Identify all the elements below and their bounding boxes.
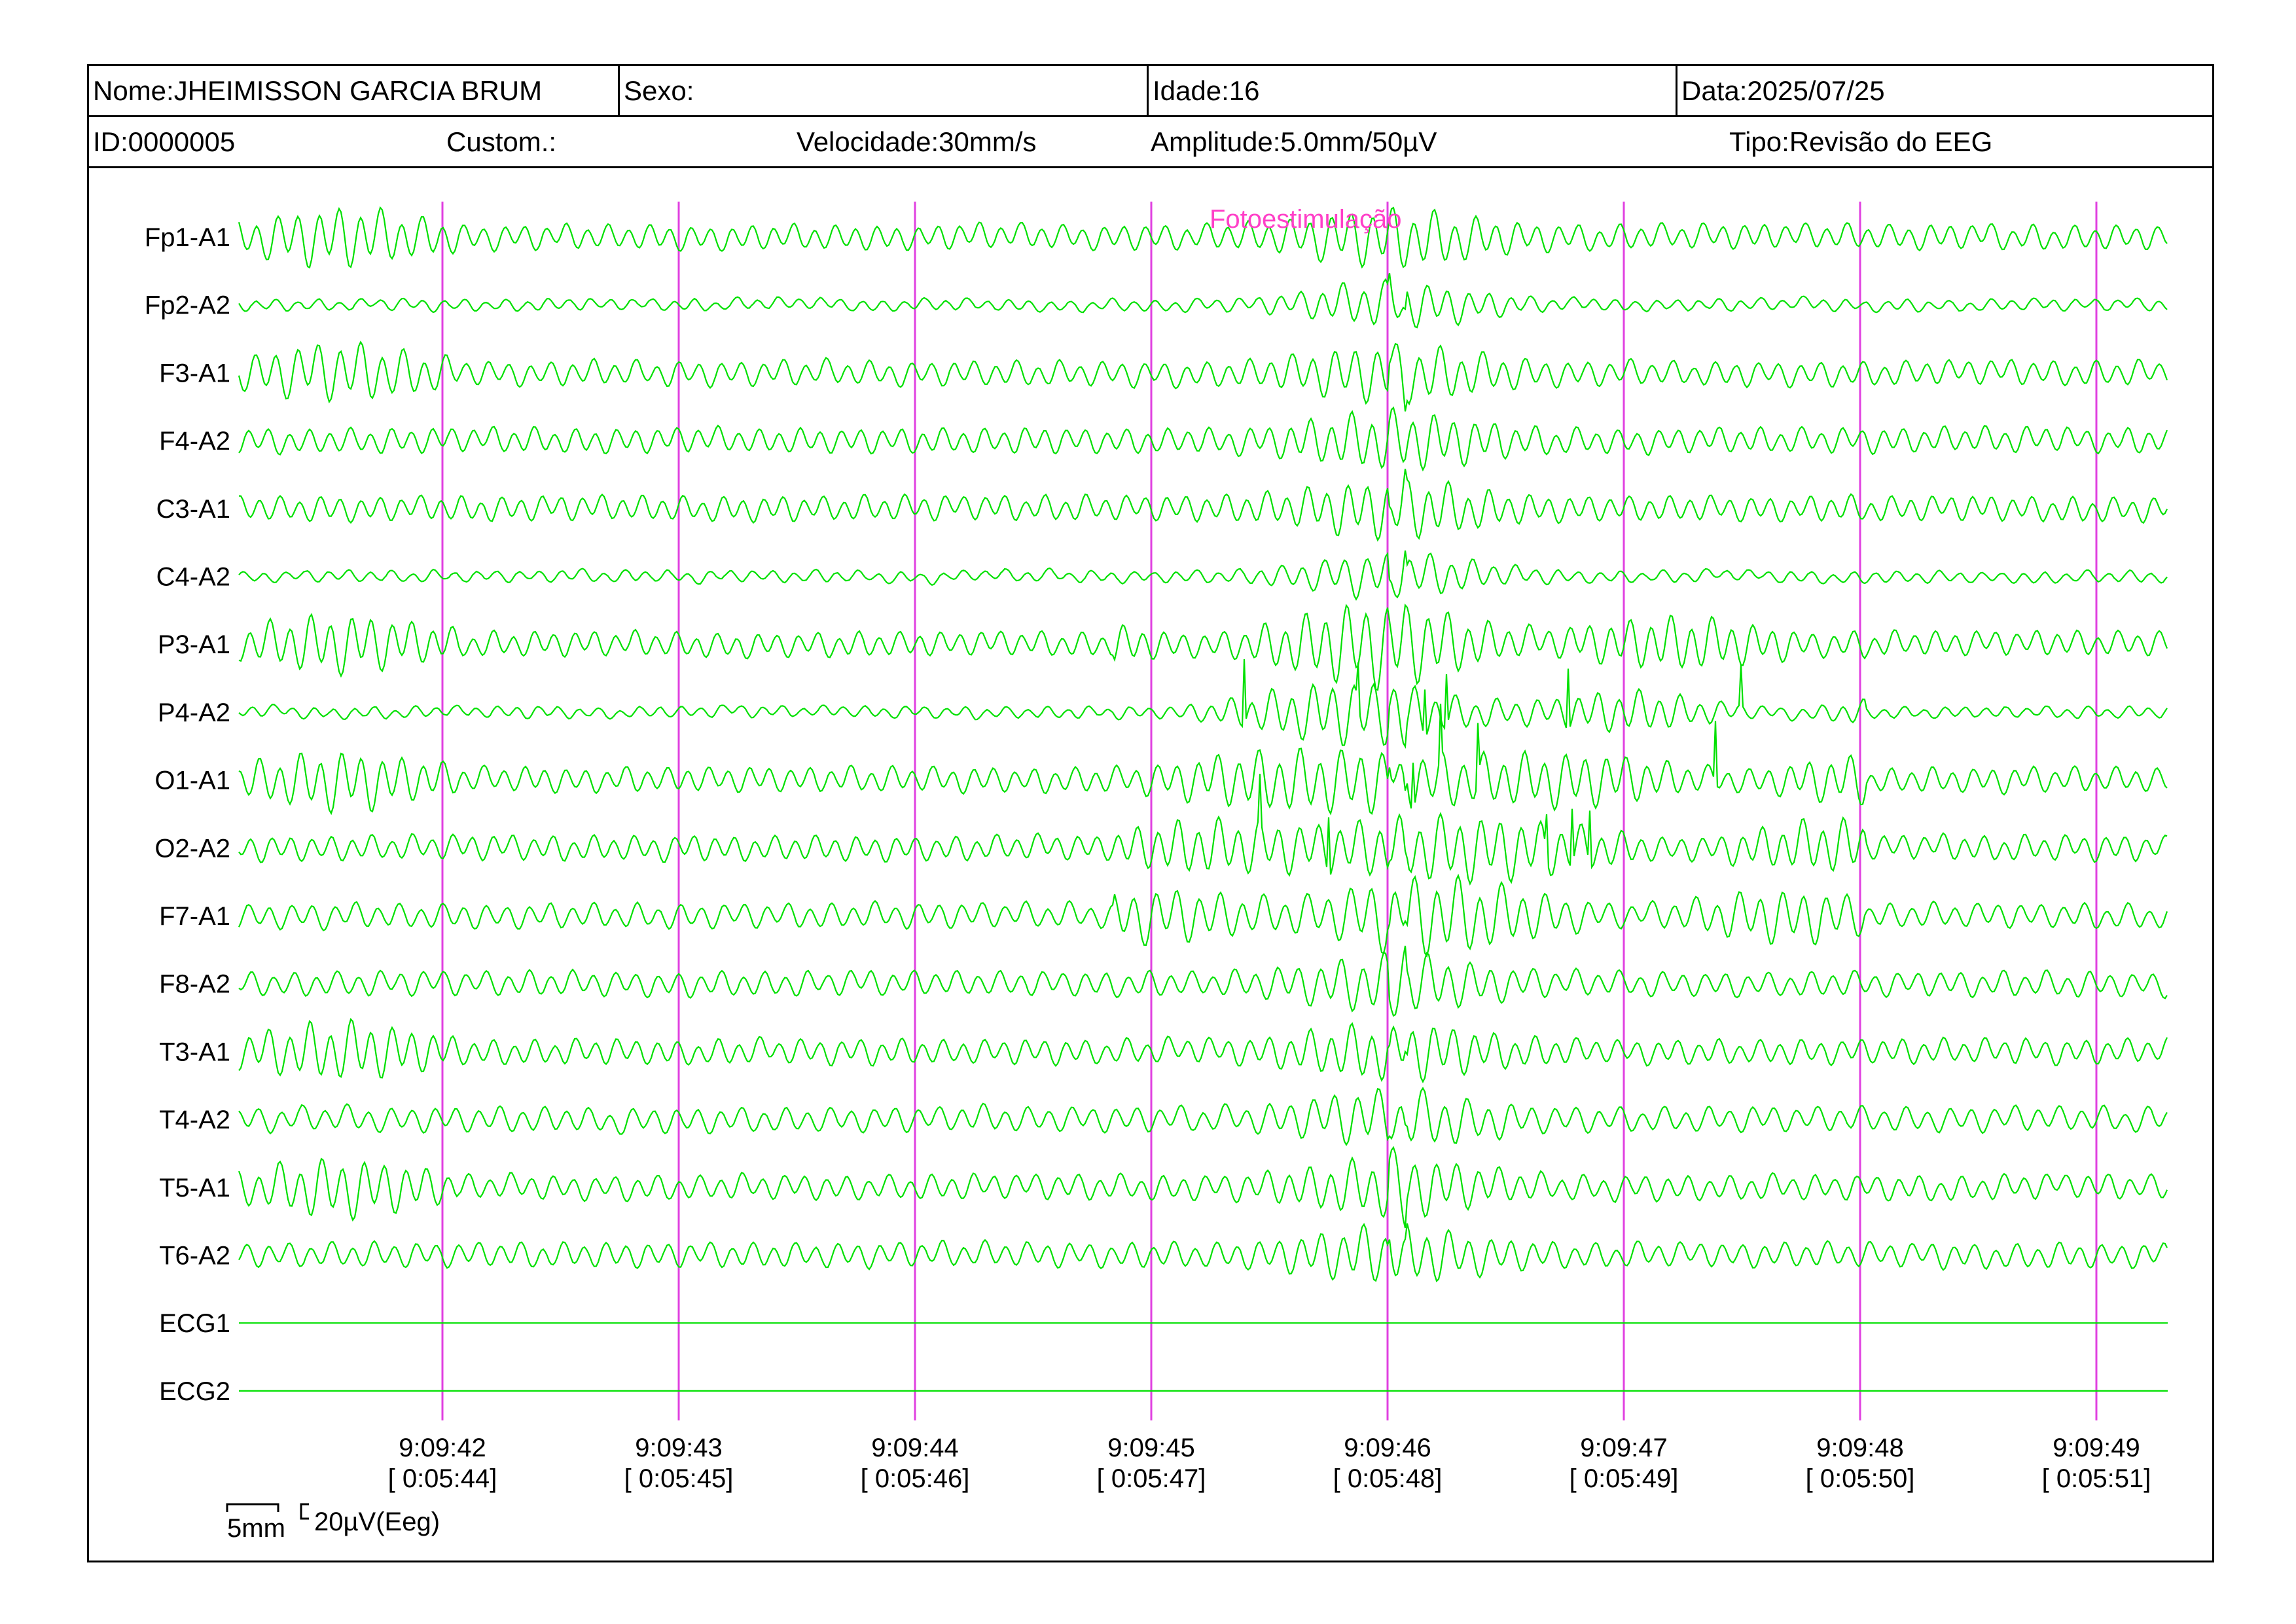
eeg-trace [238, 340, 2168, 412]
header-row-patient: Nome:JHEIMISSON GARCIA BRUM Sexo: Idade:… [89, 66, 2212, 117]
time-label-elapsed: [ 0:05:45] [624, 1464, 734, 1493]
channel-label: ECG1 [159, 1309, 230, 1338]
header-row-exam: ID:0000005 Custom.: Velocidade:30mm/s Am… [89, 117, 2212, 168]
time-label-clock: 9:09:42 [399, 1434, 486, 1462]
channel-label: C4-A2 [156, 563, 230, 592]
eeg-trace [238, 272, 2168, 329]
time-marker-lines [441, 202, 2098, 1420]
report-frame: Nome:JHEIMISSON GARCIA BRUM Sexo: Idade:… [87, 64, 2214, 1562]
eeg-trace [238, 550, 2168, 601]
amplitude-setting: Amplitude:5.0mm/50µV [1151, 126, 1437, 157]
eeg-trace [238, 945, 2168, 1017]
time-label-clock: 9:09:48 [1816, 1434, 1903, 1462]
eeg-trace [238, 774, 2168, 886]
eeg-trace [238, 1018, 2168, 1083]
speed-setting: Velocidade:30mm/s [797, 126, 1037, 157]
time-label-clock: 9:09:44 [871, 1434, 958, 1462]
eeg-trace [238, 659, 2168, 749]
time-label-clock: 9:09:47 [1580, 1434, 1667, 1462]
review-type: Tipo:Revisão do EEG [1729, 126, 1993, 157]
channel-label: ECG2 [159, 1377, 230, 1406]
time-label-elapsed: [ 0:05:47] [1097, 1464, 1206, 1493]
channel-label: T6-A2 [159, 1242, 230, 1271]
channel-label: P3-A1 [158, 630, 230, 659]
channel-label: T5-A1 [159, 1174, 230, 1202]
time-scale-bar-line [226, 1503, 279, 1512]
channel-label: Fp2-A2 [145, 291, 230, 320]
channel-label: C3-A1 [156, 495, 230, 524]
patient-name: Nome:JHEIMISSON GARCIA BRUM [93, 75, 543, 106]
patient-sex: Sexo: [618, 66, 1147, 115]
channel-label: O2-A2 [154, 834, 230, 863]
photostimulation-annotation: Fotoestimulação [1210, 205, 1401, 234]
eeg-trace [238, 704, 2168, 816]
custom-field: Custom.: [446, 126, 557, 157]
time-label-clock: 9:09:43 [635, 1434, 722, 1462]
scale-bar: 5mm 20µV(Eeg) [226, 1503, 440, 1543]
eeg-trace [238, 873, 2168, 958]
channel-labels: Fp1-A1 Fp2-A2 F3-A1 F4-A2 C3-A1 C4-A2 P3-A1 P4-… [145, 223, 230, 1406]
eeg-trace [238, 1223, 2168, 1282]
time-axis-labels: 9:09:42[ 0:05:44] 9:09:43[ 0:05:45] 9:09:4… [388, 1434, 2151, 1493]
amplitude-scale-bar-label: 20µV(Eeg) [314, 1507, 440, 1536]
channel-label: O1-A1 [154, 767, 230, 795]
time-label-elapsed: [ 0:05:50] [1806, 1464, 1915, 1493]
amplitude-scale-bar-line [300, 1503, 309, 1520]
eeg-traces [238, 206, 2168, 1392]
eeg-trace [238, 206, 2168, 269]
eeg-trace [238, 406, 2168, 472]
channel-label: T3-A1 [159, 1038, 230, 1066]
channel-label: F4-A2 [159, 427, 230, 456]
time-label-elapsed: [ 0:05:44] [388, 1464, 497, 1493]
eeg-trace [238, 469, 2168, 542]
exam-date: Data:2025/07/25 [1676, 66, 2212, 115]
channel-label: F3-A1 [159, 359, 230, 388]
time-label-elapsed: [ 0:05:48] [1333, 1464, 1443, 1493]
time-label-clock: 9:09:49 [2053, 1434, 2140, 1462]
channel-label: T4-A2 [159, 1106, 230, 1134]
channel-label: Fp1-A1 [145, 223, 230, 252]
patient-age: Idade:16 [1147, 66, 1676, 115]
eeg-trace [238, 603, 2168, 691]
time-label-elapsed: [ 0:05:49] [1570, 1464, 1679, 1493]
channel-label: F8-A2 [159, 970, 230, 999]
channel-label: F7-A1 [159, 902, 230, 931]
time-label-elapsed: [ 0:05:46] [861, 1464, 970, 1493]
time-scale-bar-label: 5mm [227, 1514, 285, 1543]
time-label-elapsed: [ 0:05:51] [2042, 1464, 2151, 1493]
time-label-clock: 9:09:46 [1344, 1434, 1431, 1462]
eeg-trace [238, 1146, 2168, 1229]
time-label-clock: 9:09:45 [1107, 1434, 1194, 1462]
channel-label: P4-A2 [158, 698, 230, 727]
patient-id: ID:0000005 [93, 126, 236, 157]
eeg-trace [238, 1087, 2168, 1146]
